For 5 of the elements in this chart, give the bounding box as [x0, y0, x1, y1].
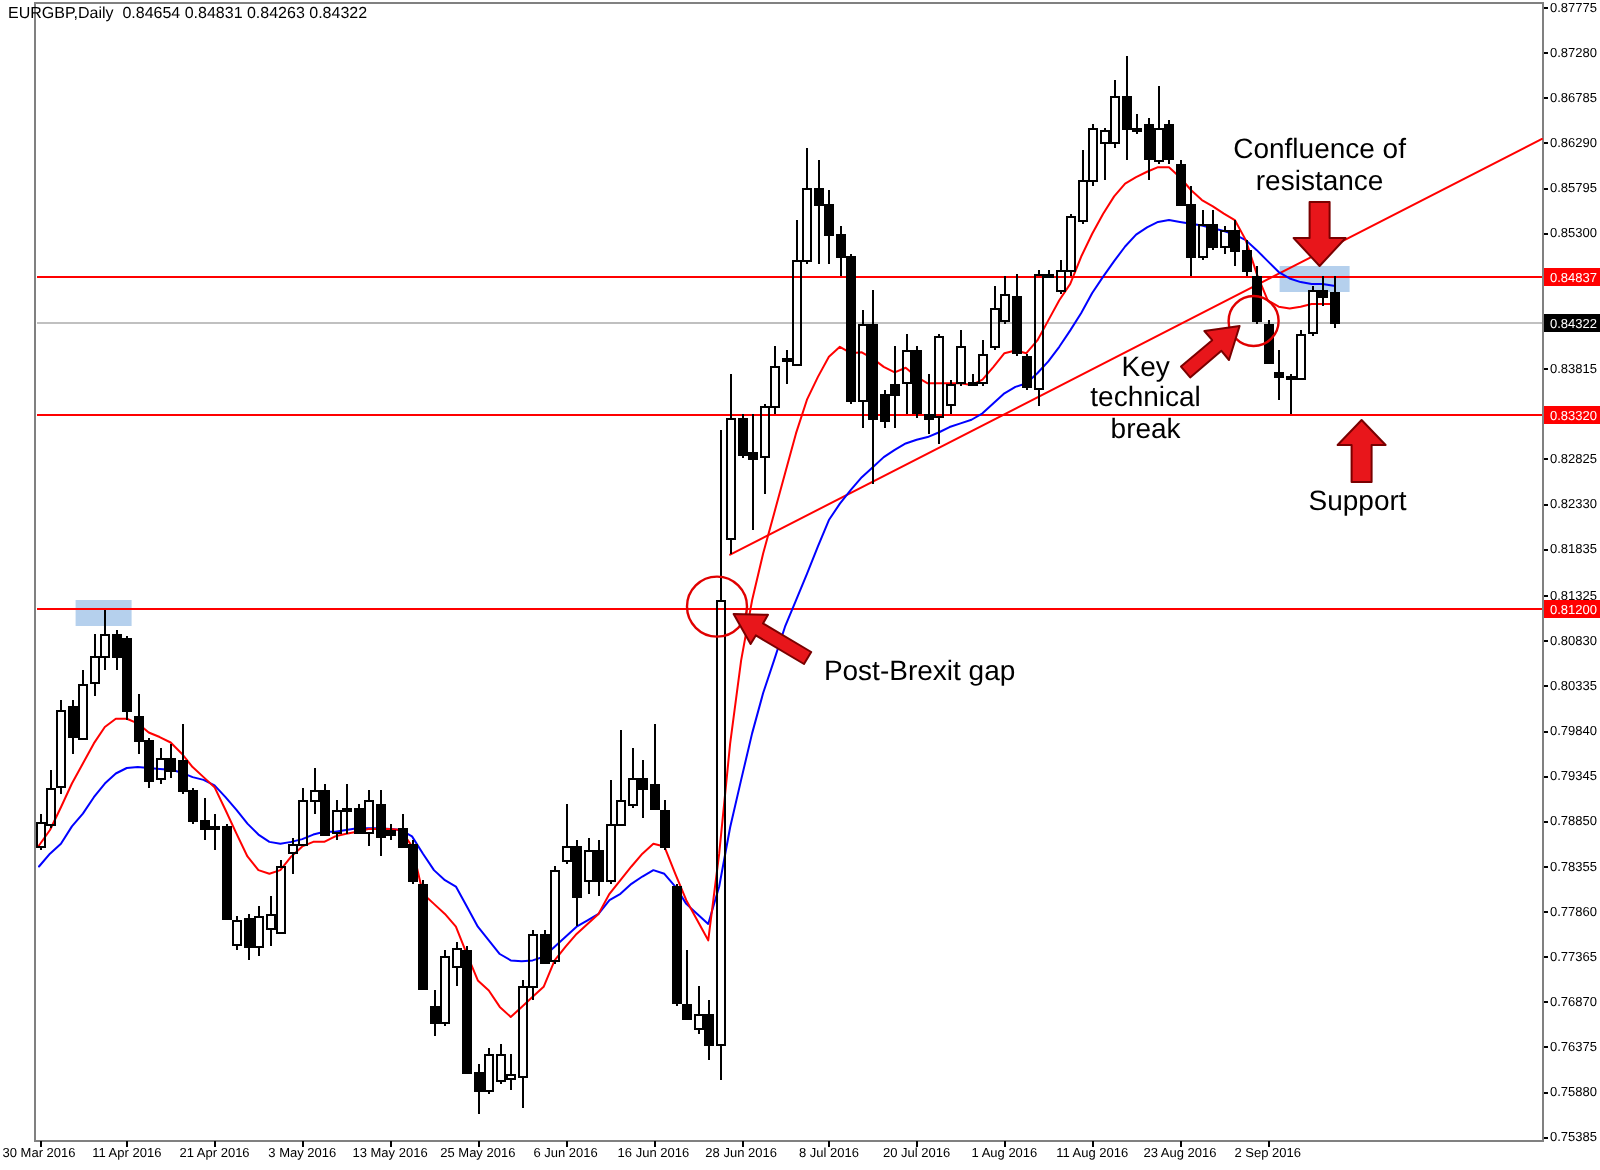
annotation: Key technical break [1088, 349, 1203, 444]
annotation: Confluence of resistance [1231, 132, 1408, 196]
annotation: Support [1306, 484, 1409, 516]
chart-title: EURGBP,Daily 0.84654 0.84831 0.84263 0.84322 [8, 4, 368, 24]
annotation: Post-Brexit gap [821, 654, 1018, 686]
